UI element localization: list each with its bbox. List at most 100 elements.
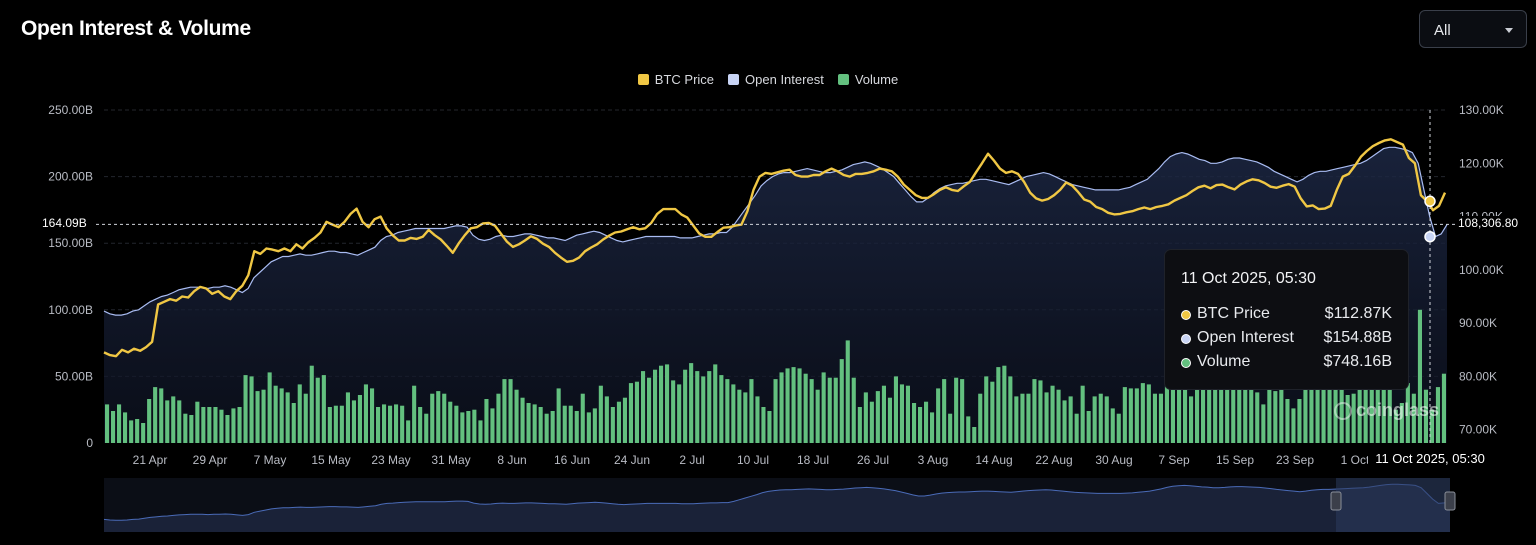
volume-bar [117,404,122,443]
volume-bar [1273,391,1278,443]
x-tick-label: 16 Jun [554,453,590,467]
volume-bar [1177,383,1182,443]
volume-bar [972,427,977,443]
volume-bar [833,377,838,443]
volume-bar [195,401,200,443]
volume-bar [586,412,591,443]
volume-bar [532,404,537,443]
legend-item-btc-price[interactable]: BTC Price [637,72,715,87]
tooltip-dot-volume [1181,358,1191,368]
volume-bar [647,377,652,443]
volume-bar [1164,385,1169,443]
volume-bar [303,393,308,443]
volume-bar [677,384,682,443]
volume-bar [123,412,128,443]
x-tick-label: 29 Apr [193,453,228,467]
volume-bar [177,400,182,443]
volume-bar [448,401,453,443]
volume-bar [1068,396,1073,443]
volume-bar [899,384,904,443]
volume-bar [219,409,224,443]
volume-bar [273,385,278,443]
volume-bar [918,407,923,443]
x-tick-label: 1 Oct [1341,453,1370,467]
legend-label: Volume [854,72,899,87]
volume-bar [622,397,627,443]
y-right-tick-label: 130.00K [1459,103,1504,117]
volume-bar [1080,385,1085,443]
y-right-tick-label: 100.00K [1459,263,1504,277]
volume-bar [990,381,995,443]
volume-bar [333,405,338,443]
btc-price-line [103,138,1447,358]
volume-bar [291,403,296,443]
volume-bar [1086,411,1091,443]
volume-bar [996,367,1001,443]
y-axis-right: 130.00K120.00K110.00K100.00K90.00K80.00K… [1459,103,1504,437]
volume-bar [568,405,573,443]
volume-bar [827,377,832,443]
x-tick-label: 15 Sep [1216,453,1254,467]
volume-bar [1375,384,1380,443]
tooltip-dot-oi [1181,334,1191,344]
volume-bar [1351,393,1356,443]
volume-bar [454,405,459,443]
navigator-handle-right[interactable] [1444,491,1456,511]
volume-bar [327,407,332,443]
volume-bar [339,405,344,443]
volume-bar [153,387,158,443]
volume-bar [357,395,362,443]
volume-bar [400,405,405,443]
crosshair-x-label: 11 Oct 2025, 05:30 [1368,448,1492,470]
volume-bar [713,364,718,443]
volume-bar [213,407,218,443]
volume-bar [689,363,694,443]
volume-bar [544,413,549,443]
volume-bar [1441,373,1446,443]
volume-bar [496,393,501,443]
volume-bar [1122,387,1127,443]
volume-bar [912,403,917,443]
volume-bar [472,409,477,443]
volume-bar [761,407,766,443]
watermark-text: coinglass [1356,400,1440,420]
x-tick-label: 23 Sep [1276,453,1314,467]
volume-bar [1098,393,1103,443]
y-axis-left: 250.00B 200.00B 150.00B 100.00B 50.00B 0 [48,103,93,450]
volume-bar [948,413,953,443]
crosshair-dot-oi [1424,230,1436,243]
range-select[interactable]: All [1419,10,1527,48]
watermark: coinglass [1334,400,1439,421]
volume-bar [659,365,664,443]
volume-bar [1002,365,1007,443]
volume-bar [1008,376,1013,443]
x-tick-label: 22 Aug [1035,453,1072,467]
tooltip-row-oi: Open Interest $154.88B [1181,329,1392,351]
volume-bar [520,397,525,443]
tooltip-dot-price [1181,310,1191,320]
volume-bar [418,407,423,443]
volume-bar [436,391,441,443]
volume-bar [237,407,242,443]
volume-bar [978,393,983,443]
volume-bar [1140,383,1145,443]
volume-bar [839,359,844,443]
legend-item-volume[interactable]: Volume [837,72,899,87]
volume-bar [1243,381,1248,443]
volume-bar [905,385,910,443]
tooltip-row-price: BTC Price $112.87K [1181,305,1392,327]
volume-bar [183,413,188,443]
tooltip-label: Volume [1197,353,1251,370]
volume-bar [382,404,387,443]
volume-bar [189,415,194,443]
volume-bar [111,411,116,443]
legend-item-open-interest[interactable]: Open Interest [728,72,824,87]
navigator-handle-left[interactable] [1330,491,1342,511]
volume-bar [1128,388,1133,443]
legend-label: BTC Price [654,72,715,87]
volume-bar [502,379,507,443]
volume-bar [105,404,110,443]
volume-bar [1357,377,1362,443]
y-right-tick-label: 80.00K [1459,369,1497,383]
